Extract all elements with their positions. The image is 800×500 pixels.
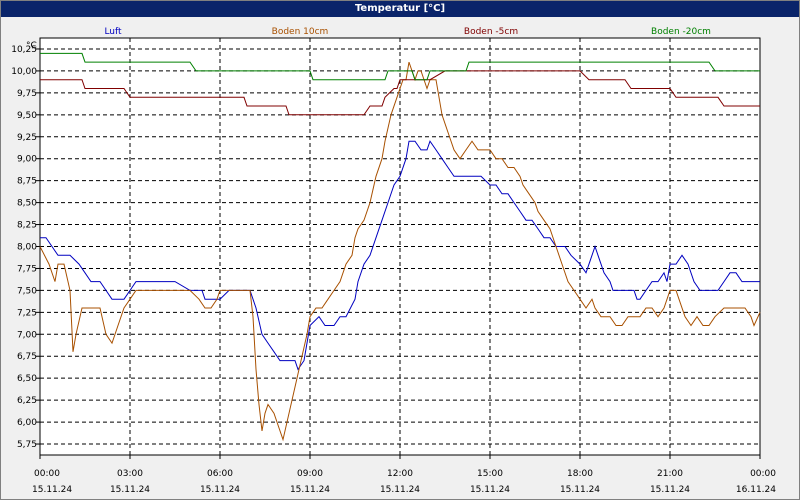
legend-item: Boden -5cm xyxy=(464,27,518,37)
x-tick-time: 00:00 xyxy=(34,469,60,479)
series-line-boden-5cm xyxy=(40,70,760,116)
x-tick-time: 00:00 xyxy=(750,469,776,479)
y-tick-label: 7,50 xyxy=(17,286,37,296)
grid xyxy=(40,38,760,455)
x-tick-time: 03:00 xyxy=(117,469,143,479)
y-tick-label: 9,50 xyxy=(17,111,37,121)
y-tick-label: 7,00 xyxy=(17,330,37,340)
x-tick-date: 15.11.24 xyxy=(560,485,600,495)
x-tick-date: 15.11.24 xyxy=(290,485,330,495)
y-tick-label: 9,75 xyxy=(17,89,37,99)
y-axis: 10,25 10,00 9,75 9,50 9,25 9,00 8,75 8,50 8,25 8,… xyxy=(11,45,40,450)
x-tick-date: 15.11.24 xyxy=(32,485,72,495)
legend-item: Luft xyxy=(104,27,122,37)
legend: Luft Boden 10cm Boden -5cm Boden -20cm xyxy=(104,27,711,37)
x-tick-date: 15.11.24 xyxy=(650,485,690,495)
y-tick-label: 9,25 xyxy=(17,133,37,143)
y-tick-label: 6,00 xyxy=(17,418,37,428)
y-tick-label: 8,75 xyxy=(17,177,37,187)
x-tick-date: 16.11.24 xyxy=(736,485,776,495)
series-line-luft xyxy=(40,140,760,371)
x-tick-date: 15.11.24 xyxy=(110,485,150,495)
chart-title: Temperatur [°C] xyxy=(1,1,799,17)
x-tick-date: 15.11.24 xyxy=(380,485,420,495)
legend-item: Boden -20cm xyxy=(651,27,711,37)
y-unit-label: °C xyxy=(26,41,37,51)
x-tick-date: 15.11.24 xyxy=(470,485,510,495)
series-lines xyxy=(39,52,761,442)
y-tick-label: 8,00 xyxy=(17,243,37,253)
y-tick-label: 6,25 xyxy=(17,396,37,406)
x-tick-time: 21:00 xyxy=(657,469,683,479)
y-tick-label: 7,25 xyxy=(17,308,37,318)
legend-item: Boden 10cm xyxy=(272,27,329,37)
x-tick-time: 09:00 xyxy=(297,469,323,479)
x-tick-time: 12:00 xyxy=(387,469,413,479)
y-tick-label: 10,25 xyxy=(11,45,37,55)
x-tick-date: 15.11.24 xyxy=(200,485,240,495)
y-tick-label: 8,50 xyxy=(17,199,37,209)
y-tick-label: 9,00 xyxy=(17,155,37,165)
y-tick-label: 7,75 xyxy=(17,264,37,274)
y-tick-label: 6,75 xyxy=(17,352,37,362)
x-tick-time: 18:00 xyxy=(567,469,593,479)
y-tick-label: 8,25 xyxy=(17,221,37,231)
x-tick-time: 06:00 xyxy=(207,469,233,479)
x-tick-time: 15:00 xyxy=(477,469,503,479)
y-tick-label: 10,00 xyxy=(11,67,37,77)
x-axis: 00:00 15.11.24 03:00 15.11.24 06:00 15.11.24 0… xyxy=(32,455,776,495)
series-line-boden-20cm xyxy=(40,52,760,81)
y-tick-label: 6,50 xyxy=(17,374,37,384)
y-tick-label: 5,75 xyxy=(17,440,37,450)
